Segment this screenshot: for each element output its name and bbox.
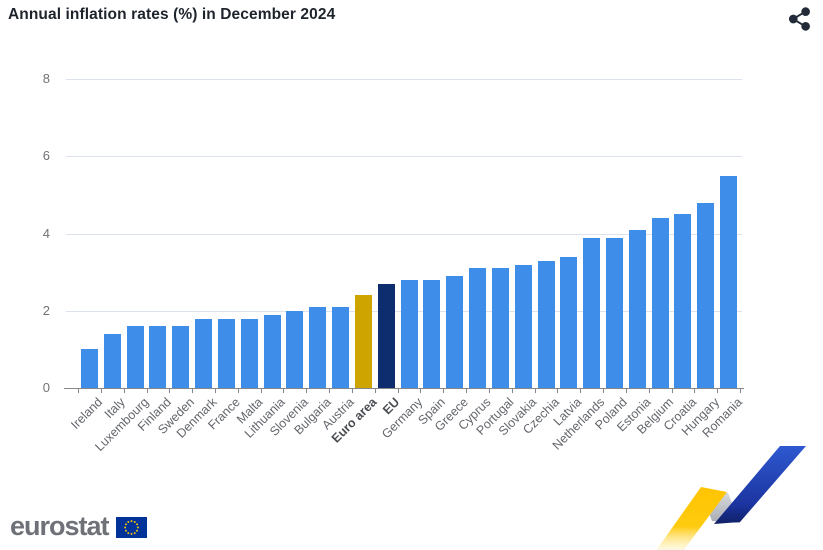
flag-star xyxy=(136,526,139,529)
bar-czechia[interactable] xyxy=(537,260,555,388)
x-axis-tick xyxy=(237,389,239,393)
x-axis-tick xyxy=(443,389,445,393)
bar-austria[interactable] xyxy=(332,306,349,388)
x-axis-tick xyxy=(648,389,650,393)
x-axis-tick xyxy=(397,389,399,393)
eurostat-wordmark: eurostat xyxy=(10,511,110,541)
x-axis-label-ireland: Ireland xyxy=(68,395,106,432)
flag-star xyxy=(123,526,126,529)
x-axis-tick xyxy=(329,389,331,393)
bar-belgium[interactable] xyxy=(651,218,669,388)
x-axis-tick xyxy=(192,389,194,393)
bar-greece[interactable] xyxy=(446,276,464,388)
x-axis-tick xyxy=(488,389,490,393)
x-axis-tick xyxy=(671,389,673,393)
bar-malta[interactable] xyxy=(240,318,258,388)
bar-euro-area[interactable] xyxy=(354,295,372,388)
x-axis-tick xyxy=(534,389,536,393)
bar-hungary[interactable] xyxy=(697,202,715,388)
x-axis-tick xyxy=(215,389,216,393)
flag-star xyxy=(124,523,127,526)
x-axis-tick xyxy=(123,389,125,393)
x-axis-tick xyxy=(694,389,696,393)
gridline-y8 xyxy=(66,79,742,81)
eu-flag-icon xyxy=(115,517,147,538)
x-axis-tick xyxy=(169,389,171,393)
eurostat-logo: eurostat xyxy=(10,511,147,541)
bar-poland[interactable] xyxy=(605,237,623,388)
x-axis-tick xyxy=(625,389,627,393)
y-axis-tick-label: 8 xyxy=(42,71,50,87)
x-axis-line xyxy=(64,387,744,389)
x-axis-tick xyxy=(374,389,376,393)
x-axis-tick xyxy=(260,389,262,393)
flag-star xyxy=(130,520,132,523)
bar-estonia[interactable] xyxy=(628,229,646,388)
bar-ireland[interactable] xyxy=(80,349,98,388)
x-axis-tick xyxy=(717,389,719,393)
bar-denmark[interactable] xyxy=(195,318,213,388)
x-axis-tick xyxy=(306,389,308,393)
bar-croatia[interactable] xyxy=(674,214,692,388)
bar-luxembourg[interactable] xyxy=(126,326,144,388)
x-axis-tick xyxy=(603,389,604,393)
share-icon[interactable] xyxy=(787,6,813,32)
bar-slovakia[interactable] xyxy=(514,264,532,388)
bar-bulgaria[interactable] xyxy=(309,306,327,388)
x-axis-tick xyxy=(351,389,353,393)
x-axis-tick xyxy=(420,389,422,393)
bar-spain[interactable] xyxy=(423,279,441,388)
bar-sweden[interactable] xyxy=(172,326,190,388)
flag-star xyxy=(135,529,138,532)
y-axis-tick-label: 2 xyxy=(42,302,50,318)
bar-netherlands[interactable] xyxy=(583,237,601,388)
flag-star xyxy=(126,521,129,523)
x-axis-tick xyxy=(283,389,285,393)
flag-star xyxy=(135,523,138,526)
y-axis-tick-label: 6 xyxy=(42,148,50,164)
flag-star xyxy=(133,521,136,523)
bar-eu[interactable] xyxy=(377,283,395,388)
flag-star xyxy=(126,532,129,534)
x-axis-tick xyxy=(146,389,148,393)
bar-france[interactable] xyxy=(217,318,235,388)
x-axis-tick xyxy=(740,389,741,393)
page-title: Annual inflation rates (%) in December 2… xyxy=(8,6,336,23)
bar-latvia[interactable] xyxy=(560,256,578,388)
y-axis-tick-label: 0 xyxy=(42,380,50,395)
bar-romania[interactable] xyxy=(720,175,738,388)
bar-portugal[interactable] xyxy=(491,268,509,388)
flag-star xyxy=(133,532,136,534)
x-axis-tick xyxy=(511,389,513,393)
x-axis-tick xyxy=(580,389,582,393)
bar-finland[interactable] xyxy=(149,326,167,388)
x-axis-tick xyxy=(100,389,102,393)
gridline-y4 xyxy=(66,233,742,235)
bar-germany[interactable] xyxy=(400,279,418,388)
x-axis-tick xyxy=(557,389,559,393)
flag-star xyxy=(130,532,132,535)
y-axis-tick-label: 4 xyxy=(42,225,50,241)
gridline-y6 xyxy=(66,156,742,158)
bar-cyprus[interactable] xyxy=(469,268,486,388)
x-axis-tick xyxy=(466,389,468,393)
x-axis-tick xyxy=(78,389,79,393)
bar-slovenia[interactable] xyxy=(286,310,304,388)
share-icon-glyph xyxy=(788,7,810,31)
bar-italy[interactable] xyxy=(103,334,121,388)
flag-star xyxy=(124,529,127,532)
bar-lithuania[interactable] xyxy=(263,314,281,388)
